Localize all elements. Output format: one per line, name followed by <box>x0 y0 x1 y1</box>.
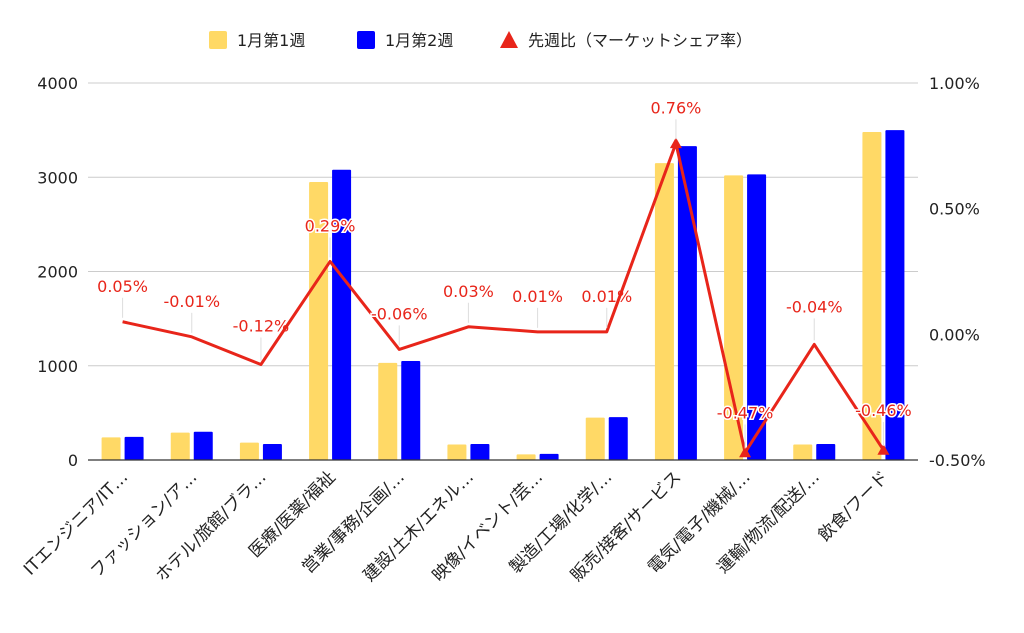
bar-week1 <box>585 417 605 460</box>
category-label: 飲食/フード <box>815 467 893 545</box>
bar-week2 <box>816 443 836 460</box>
legend-swatch <box>209 31 227 49</box>
bar-week1 <box>793 444 813 460</box>
bar-week1 <box>170 432 190 460</box>
bar-week1 <box>378 362 398 460</box>
y-right-tick-label: 0.50% <box>929 200 980 219</box>
bar-week2 <box>262 443 282 460</box>
bar-week1 <box>309 181 329 460</box>
line-marker <box>877 443 890 455</box>
bar-week2 <box>470 443 490 460</box>
y-right-tick-label: 0.00% <box>929 325 980 344</box>
line-series <box>122 137 890 458</box>
legend-swatch <box>500 31 518 48</box>
bar-week2 <box>539 453 559 460</box>
bar-week1 <box>239 442 259 460</box>
line-data-label: 0.03% <box>443 282 494 301</box>
bar-week2 <box>677 146 697 460</box>
line-data-label: 0.01% <box>581 287 632 306</box>
legend: 1月第1週 1月第2週 先週比（マーケットシェア率） <box>209 31 752 50</box>
line-marker <box>739 446 752 458</box>
line-data-label: -0.47% <box>717 403 774 422</box>
bar-week2 <box>401 361 421 460</box>
category-labels: ITエンジニア/IT…ファッション/ア…ホテル/旅館/ブラ…医療/医薬/福祉営業… <box>20 467 893 586</box>
line-data-label: -0.06% <box>371 304 428 323</box>
y-left-tick-label: 2000 <box>37 263 78 282</box>
line-data-label: -0.12% <box>233 316 290 335</box>
y-right-tick-label: -0.50% <box>929 451 986 470</box>
bars <box>101 130 905 461</box>
legend-swatch <box>357 31 375 49</box>
bar-week2 <box>193 431 213 460</box>
line-marker <box>669 137 682 149</box>
bar-week1 <box>654 163 674 461</box>
legend-label: 先週比（マーケットシェア率） <box>528 31 752 50</box>
bar-week2 <box>747 174 767 461</box>
line-data-label: 0.76% <box>651 98 702 117</box>
bar-week2 <box>124 436 144 460</box>
bar-week1 <box>862 132 882 460</box>
legend-label: 1月第2週 <box>385 31 453 50</box>
bar-week1 <box>447 444 467 460</box>
data-labels: 0.05% -0.01% -0.12% 0.29% -0.06% 0.03% 0.01% 0.… <box>97 98 913 449</box>
y-right-tick-label: 1.00% <box>929 74 980 93</box>
bar-week2 <box>608 417 628 460</box>
y-left-tick-label: 4000 <box>37 74 78 93</box>
line-data-label: -0.04% <box>786 297 843 316</box>
y-left-tick-label: 1000 <box>37 357 78 376</box>
y-left-tick-label: 0 <box>68 451 78 470</box>
line-data-label: -0.46% <box>855 401 912 420</box>
axes: 0 1000 2000 3000 4000 -0.50% 0.00% 0.50% 1.00% <box>37 74 985 470</box>
gridlines <box>88 82 918 367</box>
line-data-label: 0.05% <box>97 277 148 296</box>
y-left-tick-label: 3000 <box>37 168 78 187</box>
line-data-label: -0.01% <box>163 292 220 311</box>
bar-week2 <box>332 169 352 460</box>
line-data-label: 0.29% <box>305 216 356 235</box>
legend-label: 1月第1週 <box>237 31 305 50</box>
bar-week1 <box>101 437 121 460</box>
share-change-line <box>122 141 885 454</box>
bar-week1 <box>516 454 536 460</box>
bar-week1 <box>724 175 744 461</box>
bar-week2 <box>885 130 905 460</box>
line-data-label: 0.01% <box>512 287 563 306</box>
